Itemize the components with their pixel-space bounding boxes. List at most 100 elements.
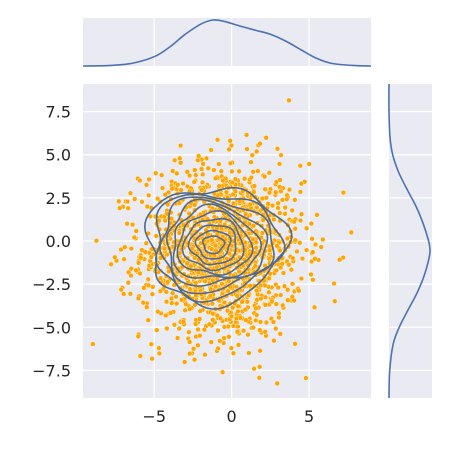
scatter-point — [121, 256, 127, 262]
scatter-point — [314, 212, 320, 218]
y-tick-label: −2.5 — [32, 275, 71, 294]
scatter-point — [278, 292, 284, 298]
scatter-point — [200, 171, 206, 178]
y-tick-label: 0.0 — [46, 232, 71, 251]
scatter-point — [262, 174, 268, 180]
scatter-point — [178, 143, 184, 149]
scatter-point — [137, 353, 143, 359]
scatter-point — [122, 244, 128, 250]
scatter-point — [199, 187, 205, 193]
scatter-point — [232, 176, 239, 182]
scatter-point — [187, 173, 193, 179]
scatter-point — [312, 241, 319, 248]
scatter-point — [136, 260, 142, 266]
scatter-point — [348, 229, 354, 236]
scatter-point — [164, 325, 170, 332]
scatter-point — [118, 247, 124, 253]
kde-contour-level — [144, 186, 293, 310]
scatter-point — [215, 345, 221, 352]
scatter-point — [242, 307, 248, 313]
scatter-point — [292, 237, 298, 243]
scatter-point — [195, 326, 201, 333]
scatter-point — [262, 302, 269, 308]
scatter-point — [297, 189, 304, 195]
scatter-point — [246, 350, 252, 356]
scatter-point — [199, 166, 205, 172]
scatter-point — [188, 263, 194, 269]
right-marginal-grid — [389, 111, 432, 371]
scatter-point — [133, 228, 139, 234]
scatter-point — [298, 181, 305, 187]
scatter-point — [226, 278, 232, 284]
scatter-point — [168, 216, 175, 222]
scatter-point — [277, 247, 283, 254]
scatter-point — [163, 299, 170, 305]
scatter-point — [227, 160, 234, 166]
scatter-point — [125, 280, 131, 286]
scatter-point — [172, 157, 178, 163]
scatter-point — [187, 306, 193, 312]
scatter-point — [273, 267, 279, 274]
scatter-point — [180, 180, 186, 187]
scatter-point — [263, 135, 269, 141]
scatter-point — [157, 288, 164, 294]
scatter-point — [235, 303, 241, 309]
scatter-point — [285, 297, 291, 303]
scatter-point — [173, 294, 179, 300]
kde-contour-level — [172, 203, 263, 279]
scatter-point — [165, 279, 171, 285]
scatter-point — [191, 179, 197, 185]
scatter-point — [332, 298, 338, 304]
scatter-point — [236, 168, 242, 174]
scatter-point — [226, 334, 232, 340]
scatter-point — [112, 254, 118, 260]
scatter-point — [150, 284, 156, 290]
scatter-point — [132, 196, 138, 202]
scatter-point — [90, 341, 96, 347]
scatter-point — [275, 200, 281, 206]
scatter-point — [170, 290, 176, 296]
scatter-point — [284, 192, 290, 198]
scatter-point — [266, 190, 273, 196]
scatter-point — [210, 311, 216, 317]
scatter-point — [278, 188, 284, 194]
scatter-point — [269, 299, 275, 305]
scatter-point — [235, 324, 241, 330]
scatter-point — [146, 176, 152, 183]
scatter-point — [169, 300, 175, 306]
scatter-point — [229, 168, 235, 175]
scatter-point — [230, 200, 237, 207]
scatter-point — [240, 328, 247, 334]
scatter-point — [157, 275, 164, 281]
scatter-point — [245, 332, 251, 338]
scatter-point — [242, 176, 248, 182]
scatter-point — [294, 248, 300, 255]
x-tick-label: 5 — [304, 407, 314, 426]
scatter-point — [118, 287, 124, 293]
scatter-point — [197, 308, 203, 314]
scatter-point — [176, 230, 182, 236]
scatter-point — [177, 155, 183, 161]
scatter-point — [254, 288, 260, 294]
scatter-point — [137, 270, 143, 277]
scatter-point — [192, 357, 198, 363]
scatter-point — [253, 239, 259, 245]
scatter-point — [145, 276, 151, 282]
scatter-point — [208, 339, 214, 345]
scatter-point — [175, 182, 181, 188]
scatter-point — [262, 329, 268, 335]
scatter-point — [254, 312, 260, 318]
scatter-point — [257, 319, 264, 325]
scatter-point — [148, 341, 154, 347]
scatter-point — [193, 280, 199, 286]
scatter-point — [234, 293, 240, 299]
scatter-point — [228, 142, 235, 149]
top-marginal-kde-line — [82, 19, 372, 67]
scatter-point — [251, 366, 257, 372]
scatter-point — [254, 204, 260, 211]
scatter-point — [248, 159, 254, 165]
scatter-point — [175, 335, 181, 341]
scatter-point — [128, 266, 134, 272]
scatter-point — [289, 281, 296, 287]
kde-contour-level — [181, 217, 245, 272]
